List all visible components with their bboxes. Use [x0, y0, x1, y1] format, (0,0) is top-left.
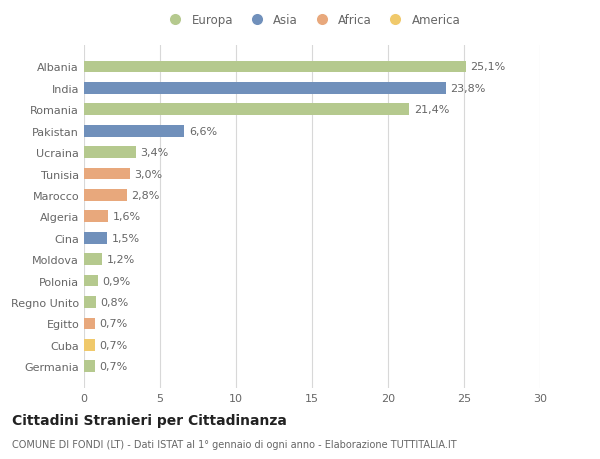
Text: 1,6%: 1,6% [113, 212, 141, 222]
Text: 0,8%: 0,8% [101, 297, 129, 308]
Bar [84, 147, 136, 159]
Bar [84, 211, 109, 223]
Bar [84, 361, 95, 372]
Text: 3,0%: 3,0% [134, 169, 162, 179]
Bar [84, 190, 127, 202]
Bar [84, 318, 95, 330]
Bar [84, 126, 184, 137]
Bar [84, 62, 466, 73]
Bar [84, 104, 409, 116]
Bar [84, 232, 107, 244]
Bar [84, 168, 130, 180]
Text: 0,9%: 0,9% [102, 276, 130, 286]
Bar [84, 297, 96, 308]
Text: 3,4%: 3,4% [140, 148, 169, 158]
Text: 6,6%: 6,6% [189, 126, 217, 136]
Text: COMUNE DI FONDI (LT) - Dati ISTAT al 1° gennaio di ogni anno - Elaborazione TUTT: COMUNE DI FONDI (LT) - Dati ISTAT al 1° … [12, 440, 457, 449]
Text: 25,1%: 25,1% [470, 62, 505, 73]
Text: 0,7%: 0,7% [99, 319, 127, 329]
Text: 21,4%: 21,4% [414, 105, 449, 115]
Text: 0,7%: 0,7% [99, 340, 127, 350]
Text: 1,5%: 1,5% [112, 233, 139, 243]
Text: 23,8%: 23,8% [451, 84, 485, 94]
Text: 2,8%: 2,8% [131, 190, 160, 201]
Legend: Europa, Asia, Africa, America: Europa, Asia, Africa, America [163, 14, 461, 27]
Text: 0,7%: 0,7% [99, 361, 127, 371]
Bar [84, 275, 98, 287]
Bar [84, 339, 95, 351]
Bar [84, 254, 102, 265]
Text: 1,2%: 1,2% [107, 255, 135, 264]
Bar [84, 83, 446, 95]
Text: Cittadini Stranieri per Cittadinanza: Cittadini Stranieri per Cittadinanza [12, 414, 287, 428]
